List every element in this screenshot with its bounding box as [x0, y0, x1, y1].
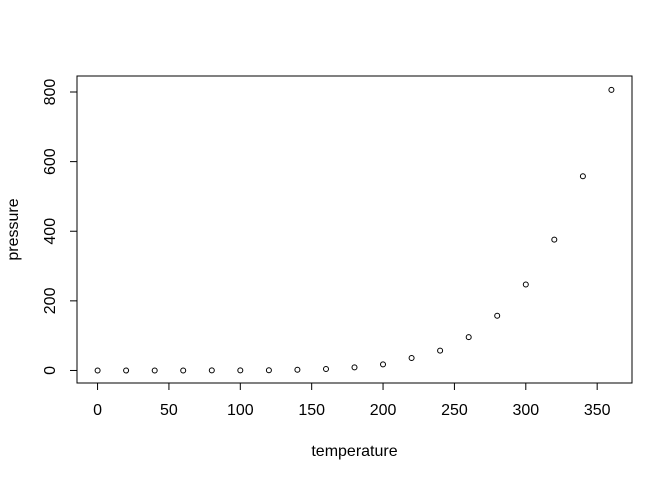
y-axis-ticks	[70, 91, 77, 371]
x-tick-label: 200	[370, 402, 397, 419]
y-tick-label: 600	[42, 148, 59, 175]
data-point	[237, 367, 244, 374]
x-axis-ticks	[97, 383, 598, 390]
data-point	[94, 367, 101, 374]
data-point	[294, 366, 301, 373]
data-point	[608, 86, 615, 93]
data-point	[408, 355, 415, 361]
x-axis-tick-labels: 0 50 100 150 200 250 300 350	[93, 402, 611, 419]
x-tick-label: 100	[227, 402, 254, 419]
data-point	[522, 281, 529, 288]
plot-box-frame	[76, 75, 633, 384]
data-point	[551, 236, 558, 243]
data-point	[180, 367, 187, 374]
x-tick-label: 50	[160, 402, 178, 419]
data-point	[323, 366, 329, 372]
x-tick-label: 0	[93, 402, 102, 419]
x-tick-label: 250	[441, 402, 468, 419]
data-point	[437, 347, 444, 354]
x-tick-label: 350	[584, 402, 611, 419]
x-tick-label: 150	[298, 402, 325, 419]
x-axis-title: temperature	[311, 443, 397, 460]
y-axis-title: pressure	[5, 198, 22, 260]
data-point	[265, 367, 272, 374]
data-point	[579, 173, 586, 180]
y-tick-label: 200	[42, 287, 59, 314]
data-point	[351, 364, 358, 371]
data-point	[465, 334, 472, 341]
data-point	[208, 367, 215, 374]
y-axis-tick-labels: 0 200 400 600 800	[42, 79, 59, 375]
y-tick-label: 0	[42, 366, 59, 375]
data-point	[380, 361, 386, 368]
x-tick-label: 300	[512, 402, 539, 419]
y-tick-label: 800	[42, 79, 59, 106]
data-point	[151, 367, 158, 374]
y-tick-label: 400	[42, 218, 59, 245]
data-points	[94, 86, 615, 374]
data-point	[494, 312, 501, 319]
data-point	[123, 367, 130, 374]
